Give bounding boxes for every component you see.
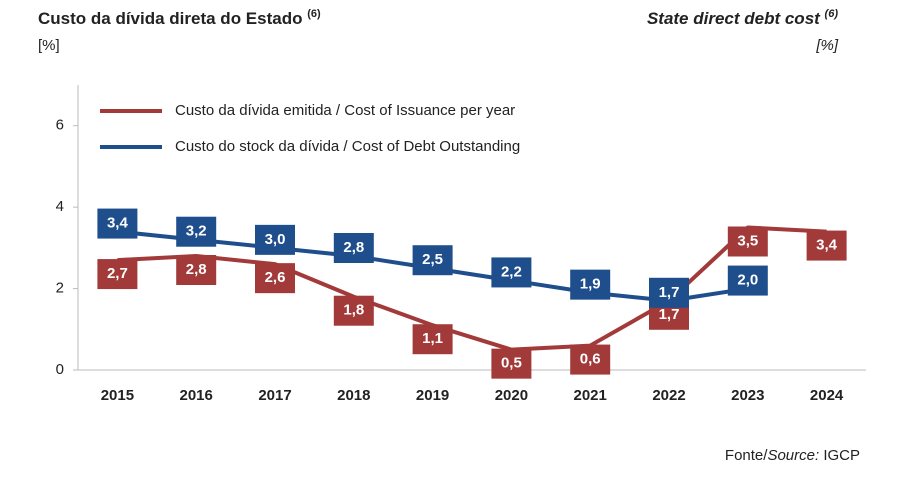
x-tick-label: 2024 — [810, 387, 844, 404]
x-tick-label: 2016 — [180, 387, 213, 404]
data-label-box — [570, 344, 611, 375]
data-label: 2,7 — [107, 265, 128, 282]
unit-right: [%] — [815, 37, 839, 54]
data-label-box — [649, 277, 689, 308]
data-label: 3,2 — [186, 223, 207, 240]
data-label-box — [491, 348, 532, 379]
data-label-box — [255, 224, 295, 255]
y-tick-label: 2 — [56, 280, 64, 297]
source-name: IGCP — [823, 447, 860, 464]
title-note: (6) — [307, 8, 321, 20]
data-label-box — [176, 216, 217, 247]
data-label-box — [176, 255, 217, 285]
legend-label: Custo da dívida emitida / Cost of Issuan… — [175, 102, 515, 119]
data-label-box — [333, 233, 374, 263]
data-label: 3,4 — [107, 215, 129, 232]
source-label: Fonte/ — [725, 447, 768, 464]
x-tick-label: 2017 — [258, 387, 291, 404]
data-label-box — [727, 226, 768, 257]
data-label: 1,9 — [580, 276, 601, 293]
x-tick-label: 2020 — [495, 387, 528, 404]
x-tick-label: 2022 — [652, 387, 685, 404]
title-en-note: (6) — [825, 8, 839, 20]
series-line — [117, 225, 827, 352]
x-tick-label: 2021 — [574, 387, 607, 404]
data-label-box — [727, 265, 768, 296]
y-tick-label: 0 — [56, 361, 64, 378]
data-label-box — [412, 324, 453, 355]
data-label-box — [412, 245, 453, 276]
data-label: 2,8 — [186, 261, 207, 278]
data-label: 0,5 — [501, 355, 522, 372]
data-label: 3,0 — [265, 231, 286, 248]
data-label: 2,0 — [737, 272, 758, 289]
x-tick-label: 2019 — [416, 387, 449, 404]
data-label-box — [97, 259, 138, 290]
x-tick-label: 2015 — [101, 387, 134, 404]
data-label: 2,8 — [343, 239, 364, 256]
chart-title: Custo da dívida direta do Estado (6) — [38, 8, 321, 29]
chart-title-en: State direct debt cost (6) — [647, 8, 838, 29]
data-label-box — [806, 230, 847, 261]
source-label-en: Source: — [767, 447, 819, 464]
data-label: 1,7 — [659, 284, 680, 301]
data-label-box — [491, 257, 532, 288]
y-tick-label: 6 — [56, 117, 64, 134]
legend-label: Custo do stock da dívida / Cost of Debt … — [175, 138, 520, 155]
data-label-box — [333, 295, 374, 326]
data-label: 3,4 — [816, 237, 838, 254]
data-label: 2,5 — [422, 251, 443, 268]
data-label: 0,6 — [580, 351, 601, 368]
title-text: Custo da dívida direta do Estado — [38, 9, 302, 28]
x-tick-label: 2023 — [731, 387, 764, 404]
data-label-box — [570, 269, 611, 300]
y-tick-label: 4 — [56, 198, 64, 215]
data-label: 1,1 — [422, 330, 443, 347]
data-label: 1,7 — [659, 306, 680, 323]
data-label: 2,2 — [501, 263, 522, 280]
title-en-text: State direct debt cost — [647, 9, 821, 28]
unit-left: [%] — [38, 37, 60, 54]
source: Fonte/Source: IGCP — [725, 447, 860, 464]
data-label: 2,6 — [265, 269, 286, 286]
data-label-box — [97, 208, 138, 239]
x-tick-label: 2018 — [337, 387, 370, 404]
data-label: 3,5 — [737, 232, 758, 249]
data-label: 1,8 — [343, 302, 364, 319]
data-label-box — [255, 263, 295, 294]
